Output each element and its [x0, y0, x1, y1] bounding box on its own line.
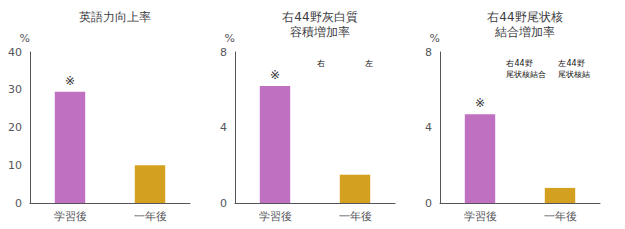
- svg-text:英語力向上率: 英語力向上率: [79, 10, 151, 24]
- svg-text:%: %: [430, 32, 440, 45]
- svg-text:尾状核結: 尾状核結: [558, 70, 590, 79]
- svg-text:学習後: 学習後: [464, 210, 497, 223]
- svg-text:学習後: 学習後: [54, 210, 87, 223]
- svg-text:8: 8: [220, 46, 227, 59]
- svg-text:右44野尾状核: 右44野尾状核: [487, 10, 562, 24]
- svg-text:尾状核結合: 尾状核結合: [506, 70, 546, 79]
- svg-text:0: 0: [220, 197, 227, 210]
- svg-text:一年後: 一年後: [134, 210, 167, 223]
- svg-text:左: 左: [365, 59, 373, 68]
- svg-text:20: 20: [8, 121, 22, 134]
- svg-text:容積増加率: 容積増加率: [290, 25, 350, 39]
- svg-text:0: 0: [425, 197, 432, 210]
- svg-text:右: 右: [317, 59, 325, 68]
- svg-text:一年後: 一年後: [544, 210, 577, 223]
- svg-text:右44野灰白質: 右44野灰白質: [282, 10, 357, 24]
- svg-text:左44野: 左44野: [558, 59, 584, 68]
- svg-text:%: %: [20, 32, 30, 45]
- svg-text:※: ※: [65, 74, 75, 88]
- svg-text:学習後: 学習後: [259, 210, 292, 223]
- svg-text:※: ※: [270, 68, 280, 82]
- svg-text:一年後: 一年後: [339, 210, 372, 223]
- svg-text:※: ※: [475, 96, 485, 110]
- svg-text:8: 8: [425, 46, 432, 59]
- svg-text:4: 4: [425, 121, 432, 134]
- svg-text:40: 40: [8, 46, 22, 59]
- svg-text:30: 30: [8, 83, 22, 96]
- svg-text:%: %: [225, 32, 235, 45]
- svg-text:0: 0: [15, 197, 22, 210]
- svg-text:10: 10: [8, 159, 22, 172]
- svg-text:結合増加率: 結合増加率: [494, 25, 555, 39]
- svg-text:右44野: 右44野: [506, 59, 532, 68]
- svg-text:4: 4: [220, 121, 227, 134]
